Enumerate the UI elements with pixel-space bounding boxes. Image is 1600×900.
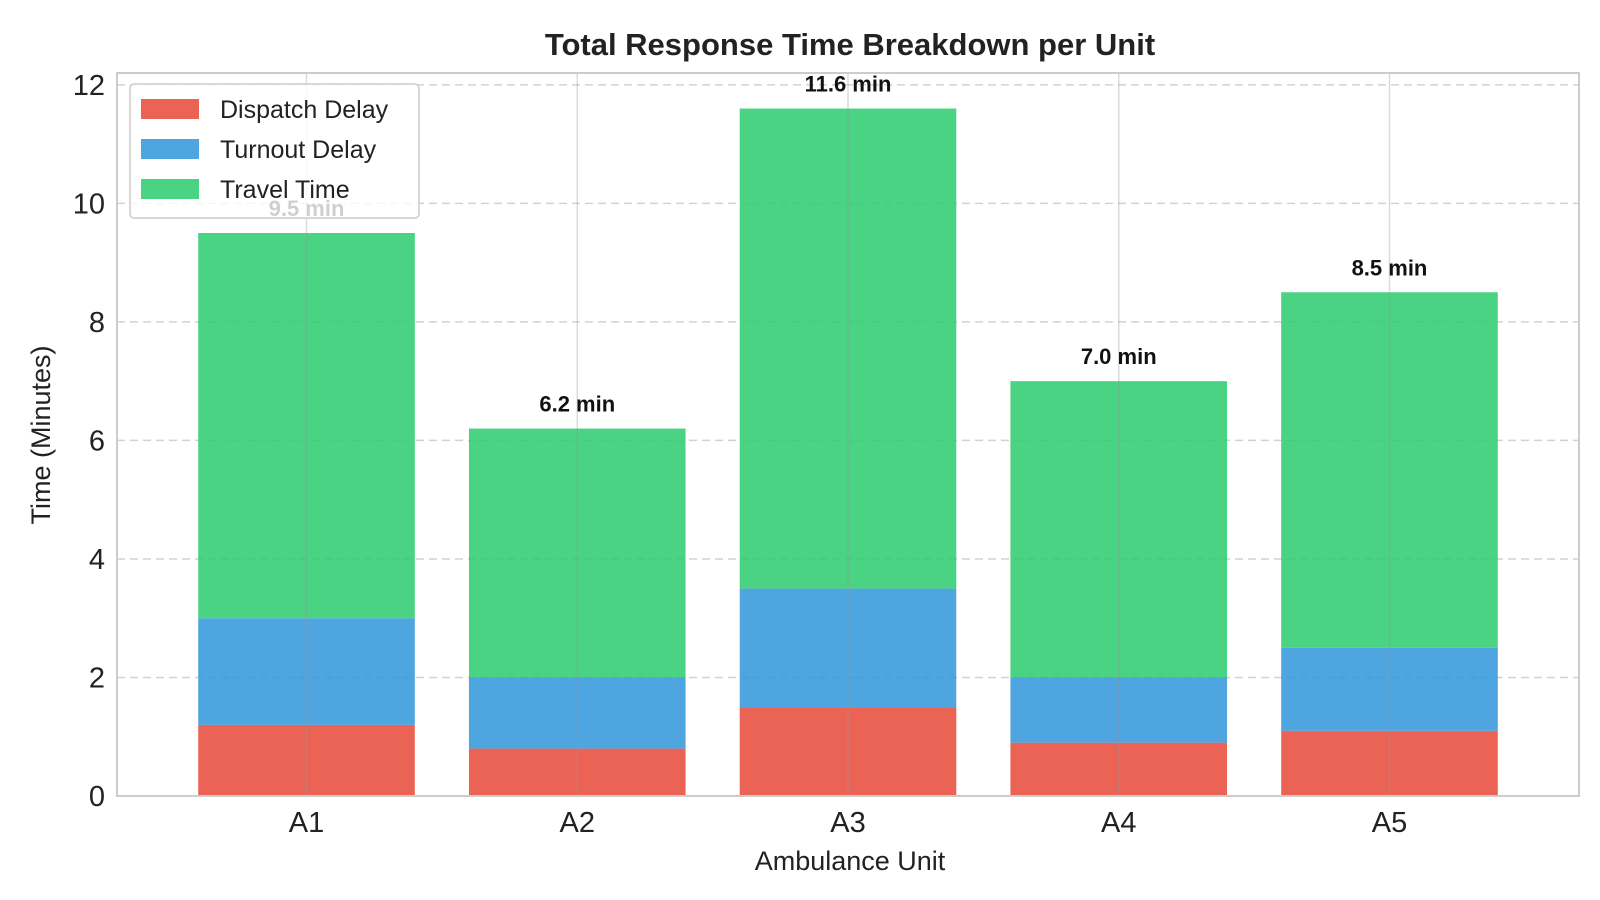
y-tick-label: 10 bbox=[73, 188, 105, 220]
bars bbox=[198, 108, 1498, 796]
legend-label: Travel Time bbox=[220, 176, 350, 204]
y-tick-label: 12 bbox=[73, 70, 105, 102]
bar-dispatch-delay-a1 bbox=[198, 724, 415, 796]
bar-travel-time-a4 bbox=[1010, 381, 1228, 678]
legend-swatch bbox=[141, 139, 199, 159]
legend-swatch bbox=[141, 179, 199, 199]
x-axis-ticks: A1 A2 A3 A4 A5 bbox=[289, 807, 1407, 839]
y-tick-label: 4 bbox=[89, 544, 105, 576]
x-tick-label: A3 bbox=[830, 807, 865, 839]
bar-travel-time-a3 bbox=[739, 108, 957, 589]
bar-dispatch-delay-a3 bbox=[739, 707, 957, 796]
bar-travel-time-a5 bbox=[1281, 292, 1498, 648]
x-axis-label: Ambulance Unit bbox=[755, 846, 946, 876]
y-tick-label: 0 bbox=[89, 781, 105, 813]
bar-turnout-delay-a4 bbox=[1010, 677, 1228, 743]
y-tick-label: 2 bbox=[89, 662, 105, 694]
bar-turnout-delay-a1 bbox=[198, 618, 415, 725]
bar-dispatch-delay-a4 bbox=[1010, 742, 1228, 796]
legend: Dispatch Delay Turnout Delay Travel Time bbox=[129, 83, 420, 219]
legend-box bbox=[129, 83, 420, 219]
chart-title: Total Response Time Breakdown per Unit bbox=[545, 27, 1155, 62]
bar-dispatch-delay-a2 bbox=[468, 748, 686, 796]
x-tick-label: A4 bbox=[1101, 807, 1136, 839]
legend-swatch bbox=[141, 99, 199, 119]
y-axis-ticks: 0 2 4 6 8 10 12 bbox=[73, 70, 105, 813]
total-label: 11.6 min bbox=[805, 72, 892, 97]
y-tick-label: 8 bbox=[89, 307, 105, 339]
bar-turnout-delay-a5 bbox=[1281, 647, 1498, 731]
y-axis-label: Time (Minutes) bbox=[26, 345, 56, 524]
bar-dispatch-delay-a5 bbox=[1281, 730, 1498, 796]
legend-label: Turnout Delay bbox=[220, 136, 377, 164]
total-label: 7.0 min bbox=[1081, 344, 1157, 369]
plot-frame bbox=[116, 72, 1580, 797]
bar-travel-time-a2 bbox=[468, 428, 686, 678]
legend-label: Dispatch Delay bbox=[220, 96, 389, 124]
x-tick-label: A2 bbox=[560, 807, 595, 839]
total-label: 6.2 min bbox=[539, 392, 615, 417]
bar-travel-time-a1 bbox=[198, 233, 415, 619]
total-label: 8.5 min bbox=[1352, 255, 1428, 280]
x-tick-label: A1 bbox=[289, 807, 324, 839]
y-tick-label: 6 bbox=[89, 425, 105, 457]
bar-turnout-delay-a2 bbox=[468, 677, 686, 749]
bar-turnout-delay-a3 bbox=[739, 588, 957, 708]
x-tick-label: A5 bbox=[1372, 807, 1407, 839]
